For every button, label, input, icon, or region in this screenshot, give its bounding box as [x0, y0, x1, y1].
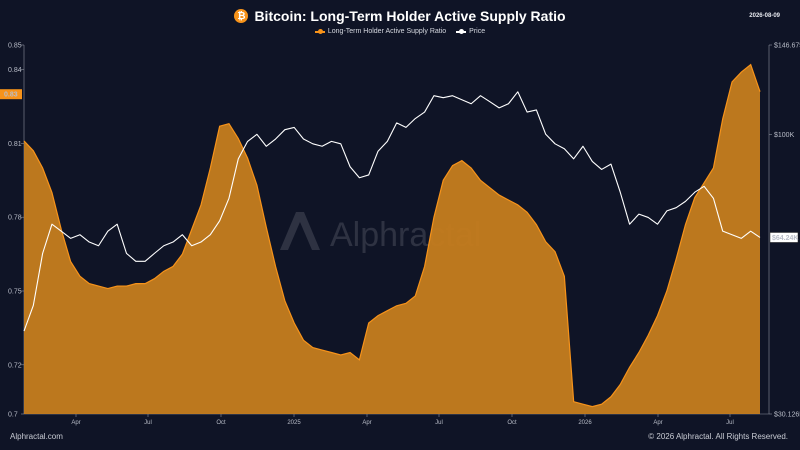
left-tick-label: 0.75	[8, 289, 22, 296]
ratio-current-label: 0.83	[4, 92, 18, 99]
x-tick-label: Jul	[144, 420, 152, 426]
legend-item-price[interactable]: Price	[456, 28, 485, 35]
left-tick-label: 0.78	[8, 215, 22, 222]
x-tick-label: Oct	[216, 420, 226, 426]
legend-item-ratio[interactable]: Long-Term Holder Active Supply Ratio	[314, 28, 447, 35]
legend-price-marker	[456, 28, 467, 34]
x-tick-label: Oct	[507, 420, 517, 426]
ratio-area	[24, 64, 760, 415]
right-tick-label: $30.126K	[774, 412, 800, 419]
price-current-label: $64.24K	[772, 235, 798, 242]
x-tick-label: Apr	[653, 420, 662, 426]
left-tick-label: 0.81	[8, 141, 22, 148]
left-tick-label: 0.84	[8, 67, 22, 74]
ratio-line	[23, 63, 761, 408]
chart-title: Bitcoin: Long-Term Holder Active Supply …	[254, 8, 566, 24]
left-tick-label: 0.7	[8, 412, 18, 419]
watermark-logo	[280, 212, 320, 250]
footer-site[interactable]: Alphractal.com	[10, 432, 63, 441]
legend-ratio-label: Long-Term Holder Active Supply Ratio	[327, 28, 447, 35]
left-tick-label: 0.72	[8, 362, 22, 369]
ratio-current-badge	[0, 89, 22, 100]
chart-legend: Long-Term Holder Active Supply Ratio Pri…	[0, 28, 800, 35]
legend-ratio-marker	[314, 28, 325, 34]
chart-date: 2026-08-09	[749, 13, 780, 19]
bitcoin-icon: ₿	[234, 9, 249, 23]
x-tick-label: Apr	[362, 420, 371, 426]
x-tick-label: 2026	[578, 420, 592, 426]
x-tick-label: Jul	[726, 420, 734, 426]
price-line	[23, 91, 761, 332]
right-tick-label: $100K	[774, 132, 795, 139]
footer-copyright: © 2026 Alphractal. All Rights Reserved.	[648, 432, 788, 441]
right-tick-label: $146.675K	[774, 43, 800, 50]
left-tick-label: 0.85	[8, 43, 22, 50]
chart-header: ₿ Bitcoin: Long-Term Holder Active Suppl…	[0, 5, 800, 27]
price-current-badge	[769, 232, 799, 243]
x-tick-label: Apr	[71, 420, 80, 426]
x-tick-label: 2025	[287, 420, 301, 426]
x-tick-label: Jul	[435, 420, 443, 426]
legend-price-label: Price	[469, 28, 486, 35]
